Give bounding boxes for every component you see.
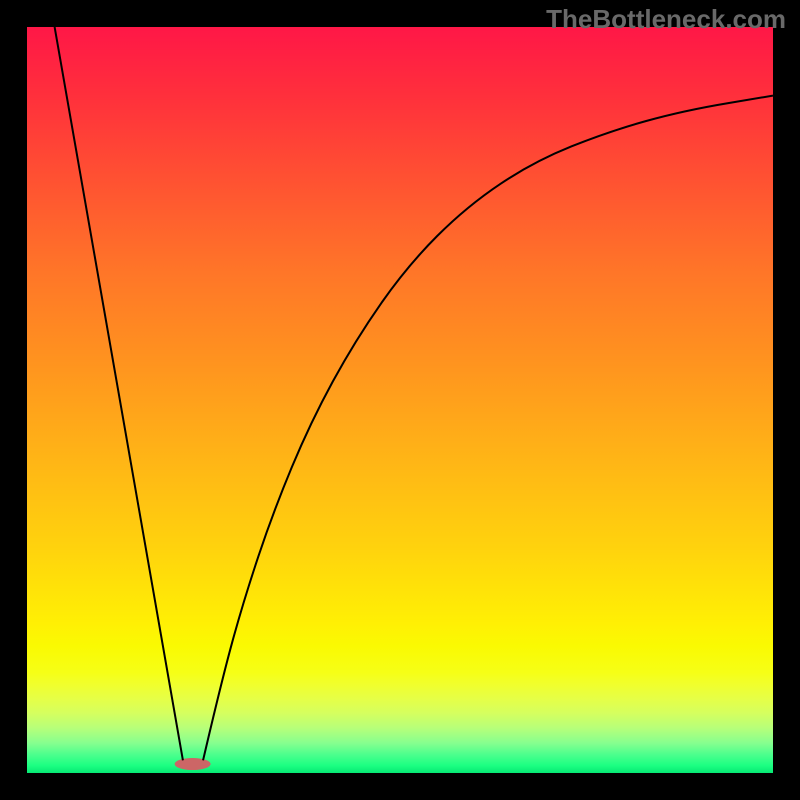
chart-container: TheBottleneck.com — [0, 0, 800, 800]
watermark-text: TheBottleneck.com — [546, 4, 786, 35]
gradient-background — [27, 27, 773, 773]
plot-area — [27, 27, 773, 773]
minimum-marker — [175, 758, 211, 770]
bottleneck-chart — [27, 27, 773, 773]
